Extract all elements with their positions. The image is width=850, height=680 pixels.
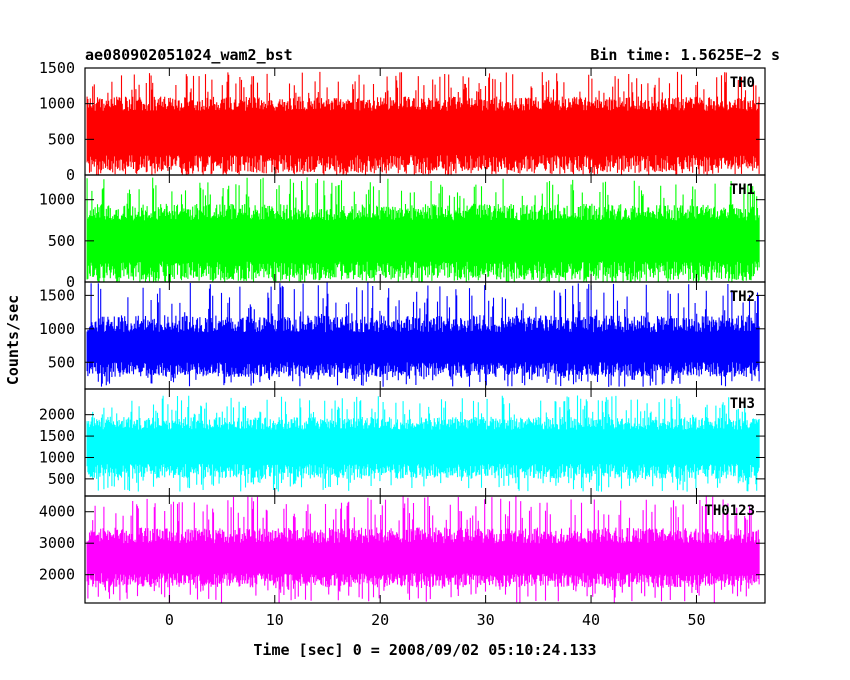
y-tick-label: 500 [48, 232, 75, 250]
x-tick-label: 0 [165, 611, 174, 629]
x-tick-label: 50 [687, 611, 705, 629]
x-tick-label: 20 [371, 611, 389, 629]
series-th1 [86, 177, 760, 282]
y-tick-label: 1500 [39, 59, 75, 77]
y-tick-label: 2000 [39, 406, 75, 424]
panel-frame [84, 495, 766, 604]
y-tick-label: 0 [66, 273, 75, 291]
y-tick-label: 1000 [39, 191, 75, 209]
panel-th0123: 2000 3000 4000 TH0123 [39, 495, 766, 604]
y-tick-label: 500 [48, 353, 75, 371]
panel-th3: 500 1000 1500 2000 TH3 [39, 388, 766, 497]
panel-label: TH0 [730, 75, 755, 91]
y-axis-label: Counts/sec [4, 295, 22, 385]
panel-th1: 0 500 1000 TH1 [39, 174, 766, 291]
y-tick-label: 1500 [39, 286, 75, 304]
y-tick-label: 500 [48, 130, 75, 148]
x-axis-label: Time [sec] 0 = 2008/09/02 05:10:24.133 [253, 641, 596, 659]
y-tick-label: 1500 [39, 427, 75, 445]
x-tick-label: 30 [477, 611, 495, 629]
series-th0 [86, 71, 760, 175]
y-tick-label: 0 [66, 166, 75, 184]
panel-label: TH0123 [704, 503, 755, 519]
panel-th0: 0 500 1000 1500 TH0 [39, 59, 766, 184]
series-th2 [86, 282, 760, 387]
panel-label: TH3 [730, 396, 755, 412]
panel-th2: 500 1000 1500 TH2 [39, 281, 766, 390]
y-tick-label: 2000 [39, 566, 75, 584]
y-tick-label: 500 [48, 470, 75, 488]
series-th0123 [86, 496, 760, 603]
panel-label: TH2 [730, 289, 755, 305]
x-axis: 0 10 20 30 40 50 [165, 611, 706, 629]
panel-label: TH1 [730, 182, 755, 198]
panels-group: 0 500 1000 1500 TH0 0 500 1000 TH1 500 1000 1500 TH2… [39, 59, 766, 604]
chart-subtitle: Bin time: 1.5625E−2 s [590, 46, 780, 64]
y-tick-label: 4000 [39, 503, 75, 521]
series-th3 [86, 395, 760, 492]
x-tick-label: 40 [582, 611, 600, 629]
chart-title: ae080902051024_wam2_bst [85, 46, 293, 64]
y-tick-label: 1000 [39, 95, 75, 113]
y-tick-label: 3000 [39, 534, 75, 552]
y-tick-label: 1000 [39, 448, 75, 466]
x-tick-label: 10 [266, 611, 284, 629]
y-tick-label: 1000 [39, 320, 75, 338]
